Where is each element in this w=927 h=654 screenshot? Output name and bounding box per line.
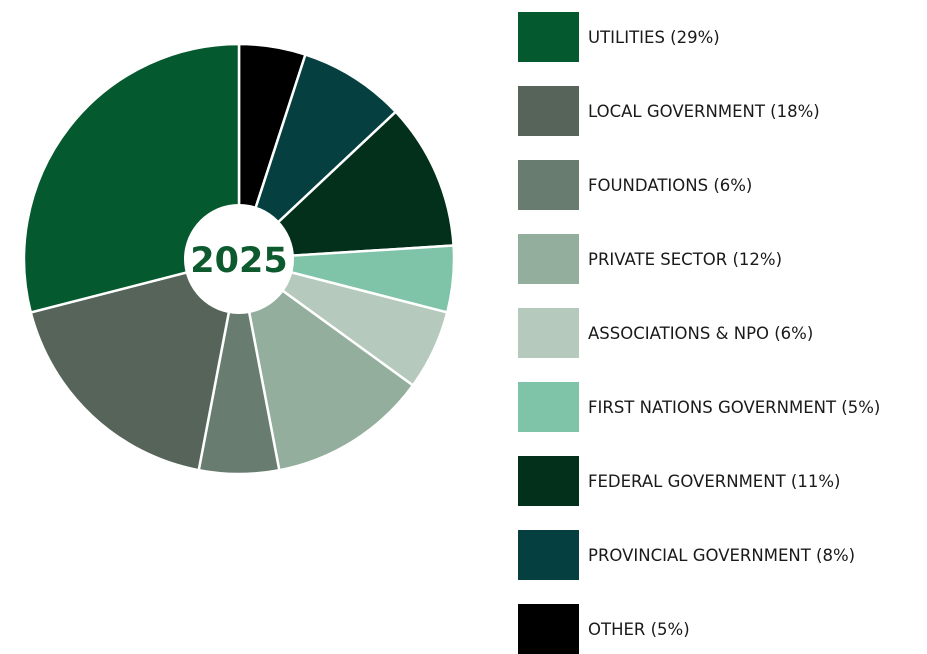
legend-item-local-government: LOCAL GOVERNMENT (18%)	[518, 86, 820, 136]
legend-swatch	[518, 382, 579, 432]
legend-swatch	[518, 12, 579, 62]
pie-slice-utilities	[22, 42, 241, 314]
legend-swatch	[518, 604, 579, 654]
legend-item-foundations: FOUNDATIONS (6%)	[518, 160, 752, 210]
legend-label: OTHER (5%)	[588, 619, 690, 639]
center-year-label: 2025	[190, 241, 287, 281]
pie-slice-private-sector	[237, 256, 415, 472]
pie-slice-federal-government	[235, 110, 455, 261]
legend-item-associations-npo: ASSOCIATIONS & NPO (6%)	[518, 308, 813, 358]
legend-swatch	[518, 234, 579, 284]
legend-label: FEDERAL GOVERNMENT (11%)	[588, 471, 841, 491]
pie-slices	[22, 42, 456, 476]
legend-swatch	[518, 456, 579, 506]
legend-swatch	[518, 308, 579, 358]
legend-swatch	[518, 160, 579, 210]
legend-swatch	[518, 86, 579, 136]
legend-label: LOCAL GOVERNMENT (18%)	[588, 101, 820, 121]
legend-item-provincial-government: PROVINCIAL GOVERNMENT (8%)	[518, 530, 855, 580]
pie-slice-local-government	[29, 257, 241, 472]
legend-item-first-nations-government: FIRST NATIONS GOVERNMENT (5%)	[518, 382, 880, 432]
legend-label: UTILITIES (29%)	[588, 27, 720, 47]
legend-item-federal-government: FEDERAL GOVERNMENT (11%)	[518, 456, 840, 506]
legend-label: PROVINCIAL GOVERNMENT (8%)	[588, 545, 856, 565]
center-hole	[184, 204, 294, 314]
pie-chart: 2025	[22, 42, 456, 476]
legend-item-other: OTHER (5%)	[518, 604, 690, 654]
legend-swatch	[518, 530, 579, 580]
pie-slice-provincial-government	[237, 52, 398, 260]
legend-item-utilities: UTILITIES (29%)	[518, 12, 720, 62]
legend-label: FOUNDATIONS (6%)	[588, 175, 753, 195]
legend-label: PRIVATE SECTOR (12%)	[588, 249, 783, 269]
legend-label: ASSOCIATIONS & NPO (6%)	[588, 323, 814, 343]
legend-label: FIRST NATIONS GOVERNMENT (5%)	[588, 397, 881, 417]
legend-item-private-sector: PRIVATE SECTOR (12%)	[518, 234, 782, 284]
